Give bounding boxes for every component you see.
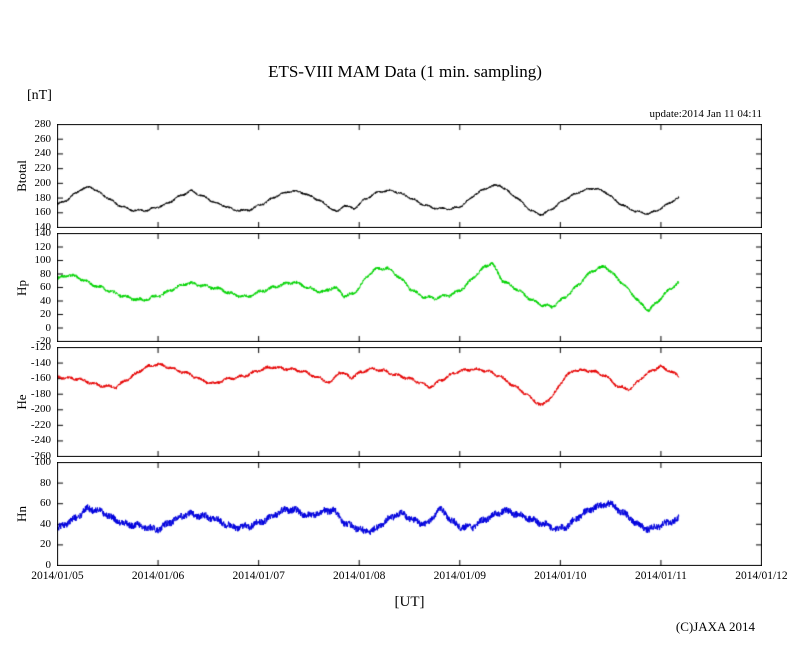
panel-label-hn: Hn bbox=[14, 506, 29, 522]
y-unit-label: [nT] bbox=[27, 88, 52, 103]
y-tick-label: -240 bbox=[30, 434, 51, 447]
y-tick-label: -160 bbox=[30, 372, 51, 385]
y-tick-label: -180 bbox=[30, 387, 51, 400]
y-tick-label: 60 bbox=[40, 497, 51, 510]
plot-canvas-hp bbox=[57, 233, 762, 342]
y-tick-label: -200 bbox=[30, 403, 51, 416]
x-tick-label: 2014/01/05 bbox=[31, 570, 84, 582]
plot-canvas-btotal bbox=[57, 124, 762, 228]
y-tick-label: -120 bbox=[30, 341, 51, 353]
y-tick-label: 80 bbox=[40, 267, 51, 280]
y-tick-label: 200 bbox=[34, 176, 52, 189]
y-tick-label: 20 bbox=[40, 308, 51, 320]
y-tick-label: 60 bbox=[40, 281, 51, 293]
y-tick-label: -20 bbox=[36, 335, 51, 347]
x-tick-label: 2014/01/10 bbox=[534, 570, 587, 582]
panels-container: 140 160 180 200 220 240 260 280 Btotal -20 0 20 40 60… bbox=[14, 118, 788, 582]
x-tick-label: 2014/01/09 bbox=[433, 570, 486, 582]
y-tick-label: 220 bbox=[34, 162, 52, 175]
x-tick-label: 2014/01/07 bbox=[232, 570, 285, 582]
y-tick-label: 0 bbox=[45, 559, 52, 571]
plot-canvas-hn bbox=[57, 462, 762, 566]
x-tick-label: 2014/01/12 bbox=[735, 570, 788, 582]
plot-canvas-he bbox=[57, 347, 762, 457]
y-tick-label: 20 bbox=[40, 538, 51, 551]
y-tick-label: 280 bbox=[34, 118, 52, 130]
y-tick-label: 100 bbox=[34, 254, 52, 266]
panel-label-hp: Hp bbox=[14, 279, 29, 296]
x-tick-label: 2014/01/11 bbox=[634, 570, 687, 582]
y-tick-label: 40 bbox=[40, 294, 51, 307]
y-tick-label: 40 bbox=[40, 517, 51, 530]
y-tick-label: 80 bbox=[40, 476, 51, 489]
y-tick-label: 140 bbox=[34, 221, 52, 233]
y-tick-label: -260 bbox=[30, 450, 51, 462]
y-tick-label: 0 bbox=[45, 321, 52, 334]
y-tick-label: 240 bbox=[34, 147, 52, 160]
panel-label-he: He bbox=[14, 394, 29, 410]
x-axis-label: [UT] bbox=[394, 594, 425, 610]
y-tick-label: 140 bbox=[34, 227, 52, 239]
y-tick-label: -220 bbox=[30, 418, 51, 431]
y-tick-label: 160 bbox=[34, 206, 52, 219]
copyright-label: (C)JAXA 2014 bbox=[675, 619, 755, 634]
x-tick-label: 2014/01/06 bbox=[131, 570, 185, 582]
y-tick-label: 260 bbox=[34, 132, 52, 145]
y-tick-label: -140 bbox=[30, 356, 51, 369]
update-timestamp: update:2014 Jan 11 04:11 bbox=[649, 108, 762, 120]
panel-label-btotal: Btotal bbox=[14, 160, 29, 192]
y-tick-label: 180 bbox=[34, 191, 52, 204]
x-tick-label: 2014/01/08 bbox=[333, 570, 386, 582]
y-tick-label: 120 bbox=[34, 240, 52, 253]
chart-title: ETS-VIII MAM Data (1 min. sampling) bbox=[268, 62, 542, 81]
y-tick-label: 100 bbox=[34, 456, 52, 468]
